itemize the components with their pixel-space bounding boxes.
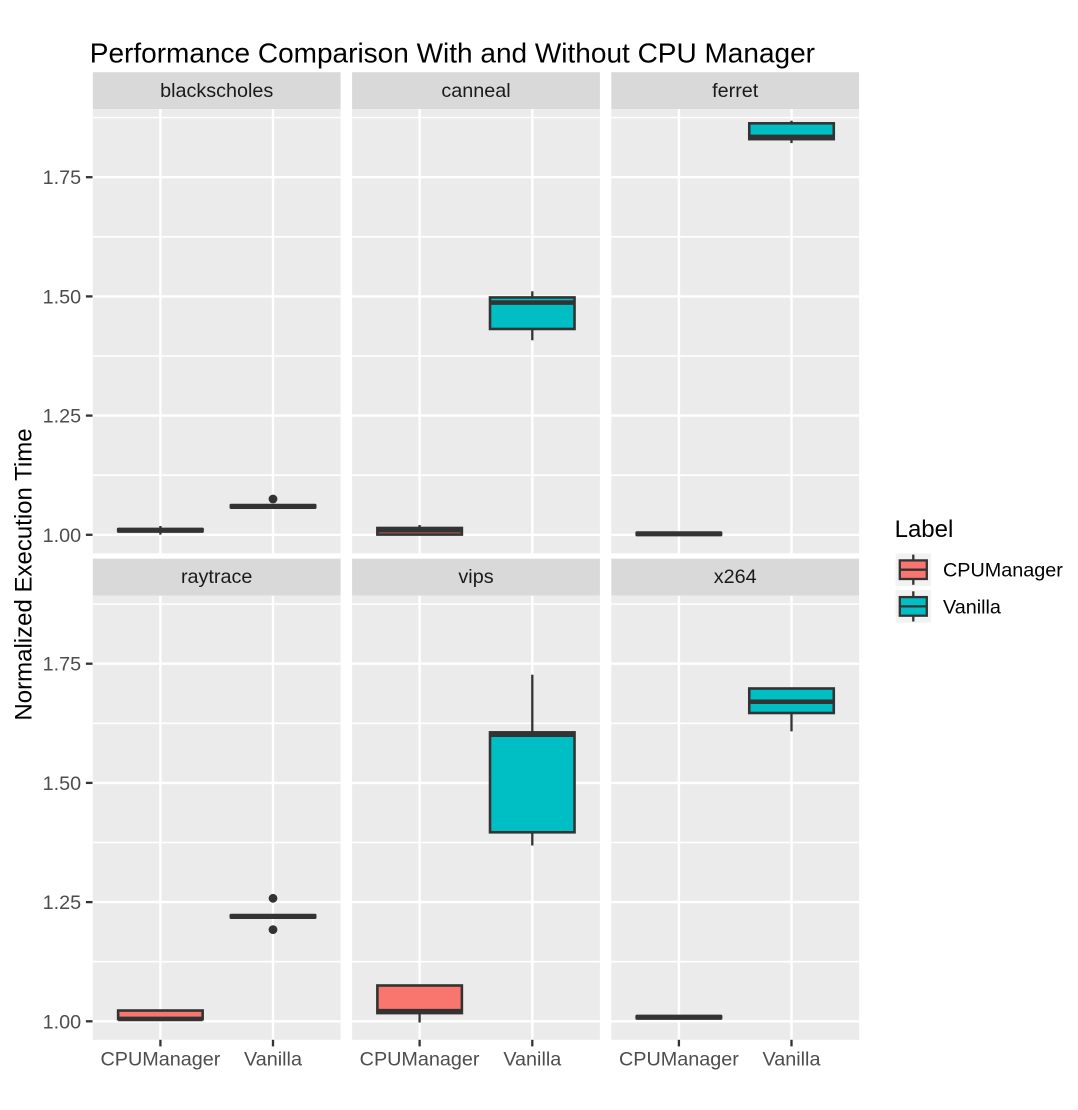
svg-text:raytrace: raytrace <box>181 566 252 588</box>
svg-text:blackscholes: blackscholes <box>160 80 273 102</box>
svg-text:1.50: 1.50 <box>43 773 82 795</box>
svg-text:1.25: 1.25 <box>43 406 82 428</box>
svg-text:Performance Comparison With an: Performance Comparison With and Without … <box>90 38 815 69</box>
svg-text:CPUManager: CPUManager <box>360 1049 480 1071</box>
svg-text:Vanilla: Vanilla <box>763 1049 821 1071</box>
svg-text:CPUManager: CPUManager <box>619 1049 739 1071</box>
svg-text:Vanilla: Vanilla <box>943 596 1001 618</box>
svg-text:1.75: 1.75 <box>43 167 82 189</box>
svg-text:1.00: 1.00 <box>43 1011 82 1033</box>
svg-text:Normalized Execution Time: Normalized Execution Time <box>11 428 38 720</box>
svg-text:CPUManager: CPUManager <box>100 1049 220 1071</box>
svg-text:x264: x264 <box>714 566 757 588</box>
svg-text:1.75: 1.75 <box>43 654 82 676</box>
svg-text:CPUManager: CPUManager <box>943 560 1063 582</box>
svg-text:Label: Label <box>895 516 954 543</box>
svg-text:Vanilla: Vanilla <box>503 1049 561 1071</box>
svg-text:1.00: 1.00 <box>43 525 82 547</box>
svg-text:Vanilla: Vanilla <box>244 1049 302 1071</box>
svg-text:1.25: 1.25 <box>43 892 82 914</box>
svg-text:canneal: canneal <box>441 80 510 102</box>
svg-text:vips: vips <box>458 566 493 588</box>
svg-text:ferret: ferret <box>712 80 759 102</box>
svg-text:1.50: 1.50 <box>43 286 82 308</box>
